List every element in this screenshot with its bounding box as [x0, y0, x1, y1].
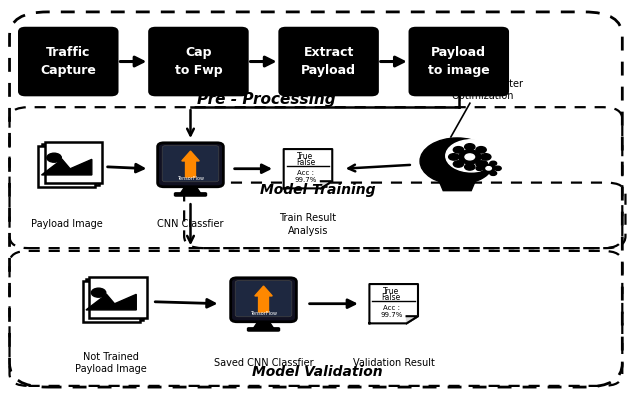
Text: True: True — [297, 152, 314, 161]
Circle shape — [465, 144, 475, 150]
Circle shape — [494, 166, 501, 170]
Polygon shape — [253, 322, 274, 329]
Text: Model Validation: Model Validation — [252, 365, 383, 379]
Polygon shape — [406, 316, 418, 323]
Circle shape — [476, 146, 486, 153]
Circle shape — [91, 288, 106, 297]
Circle shape — [448, 154, 459, 160]
Circle shape — [453, 146, 464, 153]
FancyBboxPatch shape — [235, 281, 292, 317]
Text: Hyperparameter
Optimization: Hyperparameter Optimization — [442, 79, 523, 101]
Text: Acc :: Acc : — [297, 170, 314, 176]
Circle shape — [476, 166, 483, 170]
Polygon shape — [370, 284, 418, 323]
FancyBboxPatch shape — [19, 28, 117, 95]
FancyBboxPatch shape — [410, 28, 508, 95]
Polygon shape — [255, 286, 272, 312]
Text: 99.7%: 99.7% — [295, 177, 317, 183]
Circle shape — [482, 164, 495, 172]
FancyBboxPatch shape — [175, 193, 206, 196]
FancyBboxPatch shape — [38, 146, 95, 187]
Text: 99.7%: 99.7% — [380, 312, 403, 318]
Circle shape — [465, 154, 474, 160]
Text: Cap
to Fwp: Cap to Fwp — [175, 46, 222, 77]
Circle shape — [490, 161, 497, 166]
Text: Traffic
Capture: Traffic Capture — [41, 46, 96, 77]
Circle shape — [481, 171, 488, 175]
Circle shape — [481, 161, 488, 166]
Polygon shape — [437, 176, 478, 191]
Polygon shape — [321, 181, 332, 189]
Text: Payload Image: Payload Image — [31, 219, 102, 229]
FancyBboxPatch shape — [45, 142, 102, 183]
Circle shape — [453, 161, 464, 167]
Circle shape — [458, 150, 481, 164]
FancyBboxPatch shape — [157, 143, 224, 187]
Text: TensorFlow: TensorFlow — [250, 311, 277, 316]
Text: Acc :: Acc : — [383, 305, 400, 311]
Polygon shape — [182, 151, 199, 177]
Text: Extract
Payload: Extract Payload — [301, 46, 356, 77]
Circle shape — [486, 167, 491, 170]
Text: Validation Result: Validation Result — [353, 358, 434, 368]
Polygon shape — [284, 149, 332, 189]
Circle shape — [490, 171, 497, 175]
Circle shape — [47, 153, 62, 162]
Polygon shape — [41, 159, 92, 175]
FancyBboxPatch shape — [248, 328, 279, 331]
Circle shape — [465, 164, 475, 170]
FancyBboxPatch shape — [41, 144, 98, 185]
Text: TensorFlow: TensorFlow — [177, 176, 204, 181]
FancyBboxPatch shape — [279, 28, 378, 95]
FancyBboxPatch shape — [86, 279, 143, 320]
FancyBboxPatch shape — [83, 281, 140, 322]
Circle shape — [476, 161, 486, 167]
FancyBboxPatch shape — [162, 146, 219, 182]
Text: Model Training: Model Training — [260, 183, 375, 197]
Text: Pre - Processing: Pre - Processing — [197, 92, 336, 107]
FancyBboxPatch shape — [149, 28, 248, 95]
Circle shape — [446, 140, 497, 172]
FancyBboxPatch shape — [90, 277, 147, 318]
FancyBboxPatch shape — [231, 278, 297, 322]
Text: Train Result
Analysis: Train Result Analysis — [279, 213, 337, 235]
Text: CNN Classfier: CNN Classfier — [157, 219, 224, 229]
Polygon shape — [86, 294, 137, 310]
Text: Saved CNN Classfier: Saved CNN Classfier — [214, 358, 313, 368]
Text: False: False — [296, 158, 315, 167]
Text: Payload
to image: Payload to image — [428, 46, 490, 77]
Text: False: False — [382, 293, 401, 302]
Polygon shape — [180, 187, 201, 194]
Text: Not Trained
Payload Image: Not Trained Payload Image — [76, 352, 147, 374]
Text: True: True — [383, 287, 399, 296]
Circle shape — [420, 138, 494, 184]
Circle shape — [481, 154, 491, 160]
